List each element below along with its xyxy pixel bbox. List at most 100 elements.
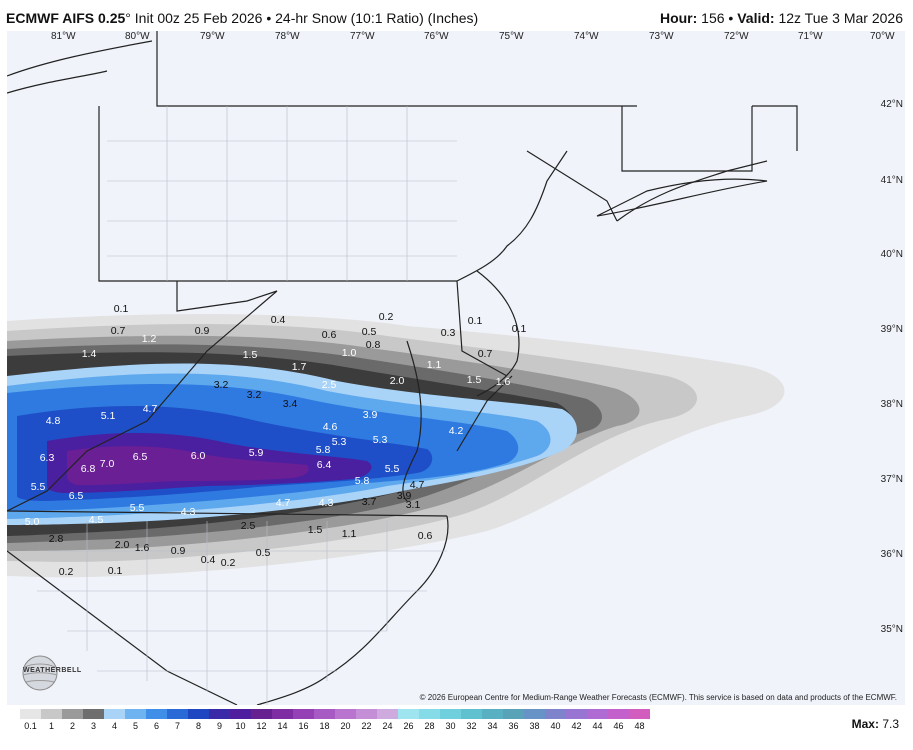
forecast-time: Hour: 156 • Valid: 12z Tue 3 Mar 2026 [660,10,903,26]
scale-tick-label: 20 [340,721,351,731]
scale-swatch [335,709,356,719]
snow-value: 6.4 [316,459,332,471]
snow-value: 4.3 [318,497,334,509]
snow-value: 0.2 [220,557,236,569]
snow-value: 3.7 [361,496,377,508]
scale-tick-label: 8 [195,721,202,731]
snow-value: 1.1 [341,528,357,540]
scale-tick-label: 6 [153,721,160,731]
snow-value: 7.0 [99,458,115,470]
logo-text: WEATHERBELL [23,667,82,674]
lat-label: 38°N [880,399,903,410]
snow-value: 0.1 [113,303,129,315]
snow-value: 0.3 [440,327,456,339]
scale-tick-label: 36 [508,721,519,731]
scale-swatch [104,709,125,719]
nc-coast [256,515,449,705]
snow-value: 5.9 [248,447,264,459]
product-name: 24-hr Snow (10:1 Ratio) (Inches) [275,10,479,26]
snow-value: 1.0 [341,347,357,359]
delaware-river [456,150,568,282]
lon-label: 72°W [724,31,749,42]
max-value: Max: 7.3 [852,717,899,731]
snow-value: 5.3 [331,436,347,448]
snow-value: 1.5 [307,524,323,536]
snow-value: 4.8 [45,415,61,427]
lat-label: 35°N [880,624,903,635]
scale-swatch [398,709,419,719]
scale-tick-label: 26 [403,721,414,731]
scale-tick-label: 2 [69,721,76,731]
lon-label: 76°W [424,31,449,42]
lat-label: 42°N [880,99,903,110]
scale-tick-label: 44 [592,721,603,731]
hour-label: Hour: [659,10,698,26]
snow-value: 4.7 [142,403,158,415]
snow-value: 3.4 [282,398,298,410]
scale-swatch [629,709,650,719]
scale-tick-label: 5 [132,721,139,731]
degree-symbol: ° [125,10,131,26]
scale-swatch [167,709,188,719]
ny-pa-border [156,31,637,107]
snow-value: 5.5 [384,463,400,475]
scale-swatch [419,709,440,719]
scale-tick-label: 1 [48,721,55,731]
snow-value: 2.0 [389,375,405,387]
snow-value: 2.0 [114,539,130,551]
snow-value: 4.6 [322,421,338,433]
lon-label: 79°W [200,31,225,42]
scale-tick-label: 40 [550,721,561,731]
snow-value: 0.8 [365,339,381,351]
snow-value: 5.5 [129,502,145,514]
va-nc-border [7,510,448,517]
connecticut [621,106,753,172]
va-wv-border [7,290,278,512]
snow-value: 0.4 [270,314,286,326]
scale-swatch [482,709,503,719]
lat-label: 39°N [880,324,903,335]
map-header: ECMWF AIFS 0.25° Init 00z 25 Feb 2026 • … [0,0,913,30]
snow-value: 0.7 [477,348,493,360]
snow-value: 0.9 [194,325,210,337]
snow-value: 6.5 [132,451,148,463]
snow-value: 3.2 [213,379,229,391]
lat-label: 41°N [880,175,903,186]
scale-swatch [188,709,209,719]
scale-tick-label: 42 [571,721,582,731]
scale-swatch [503,709,524,719]
snow-value: 1.4 [81,348,97,360]
scale-swatch [293,709,314,719]
scale-tick-label: 16 [298,721,309,731]
snow-value: 4.3 [180,506,196,518]
scale-swatch [545,709,566,719]
separator: • [266,10,272,26]
scale-swatch [524,709,545,719]
snow-value: 5.3 [372,434,388,446]
product-title: ECMWF AIFS 0.25° Init 00z 25 Feb 2026 • … [6,10,478,26]
snow-value: 0.2 [378,311,394,323]
lon-label: 70°W [870,31,895,42]
snow-value: 1.7 [291,361,307,373]
weatherbell-logo: WEATHERBELL [13,653,81,693]
snow-value: 0.5 [255,547,271,559]
snow-value: 0.6 [321,329,337,341]
lake-shore [7,70,108,94]
valid-value: 12z Tue 3 Mar 2026 [778,10,903,26]
long-island-sound [616,160,768,222]
scale-swatch [230,709,251,719]
snow-value: 6.5 [68,490,84,502]
lon-label: 75°W [499,31,524,42]
snowfall-map[interactable]: 81°W 80°W 79°W 78°W 77°W 76°W 75°W 74°W … [7,31,905,705]
snow-value: 4.7 [409,479,425,491]
scale-tick-label: 14 [277,721,288,731]
scale-swatch [41,709,62,719]
snow-value: 0.9 [170,545,186,557]
map-canvas [7,31,905,705]
lat-label: 37°N [880,474,903,485]
max-label: Max: [851,717,879,731]
scale-swatch [356,709,377,719]
scale-tick-label: 28 [424,721,435,731]
scale-tick-label: 4 [111,721,118,731]
scale-swatch [461,709,482,719]
